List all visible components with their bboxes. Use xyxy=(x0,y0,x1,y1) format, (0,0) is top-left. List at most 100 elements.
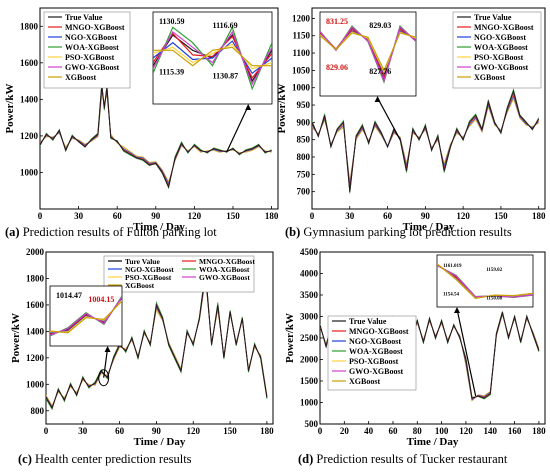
inset-series-group xyxy=(153,25,272,91)
x-tick-label: 60 xyxy=(115,426,125,436)
panel-b: 700 750 800 850 900 950 1000 1050 1100 1150 1200 0 3… xyxy=(276,7,546,239)
x-tick-label: 90 xyxy=(421,211,431,221)
caption-text: Prediction results of Tucker restaurant xyxy=(313,452,508,466)
x-tick-label: 120 xyxy=(188,211,202,221)
inset-arrow-head xyxy=(374,96,381,102)
y-tick-label: 700 xyxy=(297,187,311,197)
legend-label: MNGO-XGBoost xyxy=(349,327,409,336)
legend-label: PSO-XGBoost xyxy=(65,53,115,62)
legend-label: XGBoost xyxy=(125,281,155,290)
inset-series-line xyxy=(153,25,272,91)
panel-c: 800 1000 1200 1400 1600 1800 2000 0 30 60 90 120 150… xyxy=(10,247,274,466)
panel-caption: (a) Prediction results of Fulton parking… xyxy=(5,225,217,239)
inset: 1130.59 1116.69 1115.39 1130.87 xyxy=(152,11,273,105)
legend-label: NGO-XGBoost xyxy=(125,265,174,274)
inset-arrow xyxy=(103,347,109,378)
y-tick-label: 1600 xyxy=(26,300,45,310)
x-tick-label: 180 xyxy=(532,426,546,436)
y-tick-label: 1050 xyxy=(292,65,311,75)
panel-caption: (c) Health center prediction results xyxy=(18,452,192,466)
legend-label: True Value xyxy=(474,13,512,22)
y-tick-label: 1600 xyxy=(20,58,39,68)
legend-label: GWO-XGBoost xyxy=(349,367,404,376)
inset-series-group xyxy=(437,263,533,299)
inset-label: 1154.54 xyxy=(443,293,459,298)
inset-series-line xyxy=(320,32,416,72)
panel-a: 1000 1200 1400 1600 1800 0 30 60 90 120 150 180 Time… xyxy=(4,7,279,239)
x-tick-label: 150 xyxy=(226,211,240,221)
x-tick-label: 60 xyxy=(388,426,398,436)
caption-letter: (d) xyxy=(298,452,313,466)
caption-text: Prediction results of Fulton parking lot xyxy=(20,225,218,239)
y-tick-label: 2000 xyxy=(300,355,319,365)
y-axis-label: Power/kW xyxy=(10,313,22,363)
legend-label: GWO-XGBoost xyxy=(199,273,250,282)
legend-label: PSO-XGBoost xyxy=(474,53,524,62)
legend-label: PSO-XGBoost xyxy=(349,357,399,366)
inset-label: 1159.02 xyxy=(486,268,502,273)
y-tick-label: 2500 xyxy=(300,333,319,343)
y-tick-label: 850 xyxy=(297,135,311,145)
inset-series-group xyxy=(50,295,122,337)
y-tick-label: 800 xyxy=(297,152,311,162)
y-tick-label: 1400 xyxy=(26,326,45,336)
inset: 1014.47 1004.15 xyxy=(49,285,123,347)
legend-label: MNGO-XGBoost xyxy=(65,23,125,32)
inset-series-line xyxy=(153,40,272,75)
legend-label: PSO-XGBoost xyxy=(125,273,172,282)
inset-label: 831.25 xyxy=(326,17,348,26)
legend-label: XGBoost xyxy=(474,73,505,82)
y-tick-label: 2000 xyxy=(26,247,45,257)
x-tick-label: 40 xyxy=(364,426,374,436)
legend-label: True Value xyxy=(65,13,103,22)
series-group xyxy=(46,269,268,411)
y-tick-label: 1400 xyxy=(20,94,39,104)
x-tick-label: 120 xyxy=(186,426,200,436)
inset-series-group xyxy=(320,24,416,84)
panel-caption: (b) Gymnasium parking lot prediction res… xyxy=(285,225,512,239)
inset-label: 829.06 xyxy=(326,63,348,72)
y-tick-label: 1800 xyxy=(20,21,39,31)
y-tick-label: 750 xyxy=(297,169,311,179)
x-tick-label: 160 xyxy=(508,426,522,436)
caption-letter: (c) xyxy=(18,452,32,466)
legend-label: WOA-XGBoost xyxy=(349,347,403,356)
inset-arrow xyxy=(456,308,477,397)
x-tick-label: 0 xyxy=(318,426,323,436)
legend-box xyxy=(103,255,255,293)
inset-label: 1130.87 xyxy=(213,72,239,81)
y-tick-label: 1150 xyxy=(292,31,310,41)
series-line xyxy=(46,271,268,410)
legend: True ValueMNGO-XGBoostNGO-XGBoostWOA-XGB… xyxy=(452,11,542,89)
series-line xyxy=(312,89,540,192)
y-tick-label: 800 xyxy=(31,406,45,416)
series-line xyxy=(46,269,268,411)
legend-label: WOA-XGBoost xyxy=(474,43,528,52)
x-axis-label: Time / Day xyxy=(407,436,459,448)
inset-series-line xyxy=(153,46,272,67)
legend-label: WOA-XGBoost xyxy=(65,43,119,52)
inset-series-line xyxy=(153,32,272,80)
legend-label: XGBoost xyxy=(65,73,96,82)
y-tick-label: 4000 xyxy=(300,269,319,279)
y-tick-label: 1200 xyxy=(26,353,45,363)
x-tick-label: 30 xyxy=(74,211,84,221)
panel-d: 500 1000 1500 2000 2500 3000 3500 4000 4500 0 20 40… xyxy=(284,247,546,466)
x-tick-label: 0 xyxy=(44,426,49,436)
y-tick-label: 3000 xyxy=(300,312,319,322)
x-tick-label: 0 xyxy=(310,211,315,221)
x-tick-label: 30 xyxy=(78,426,88,436)
inset-label: 1004.15 xyxy=(88,295,114,304)
x-tick-label: 180 xyxy=(532,211,546,221)
x-tick-label: 180 xyxy=(260,426,274,436)
legend-label: NGO-XGBoost xyxy=(474,33,526,42)
y-tick-label: 1000 xyxy=(300,398,319,408)
inset-label: 1115.39 xyxy=(159,68,184,77)
legend-label: MNGO-XGBoost xyxy=(474,23,534,32)
legend: True ValueMNGO-XGBoostNGO-XGBoostWOA-XGB… xyxy=(327,315,417,391)
y-tick-label: 1100 xyxy=(292,48,310,58)
x-tick-label: 80 xyxy=(413,426,423,436)
inset-label: 827.76 xyxy=(369,67,391,76)
